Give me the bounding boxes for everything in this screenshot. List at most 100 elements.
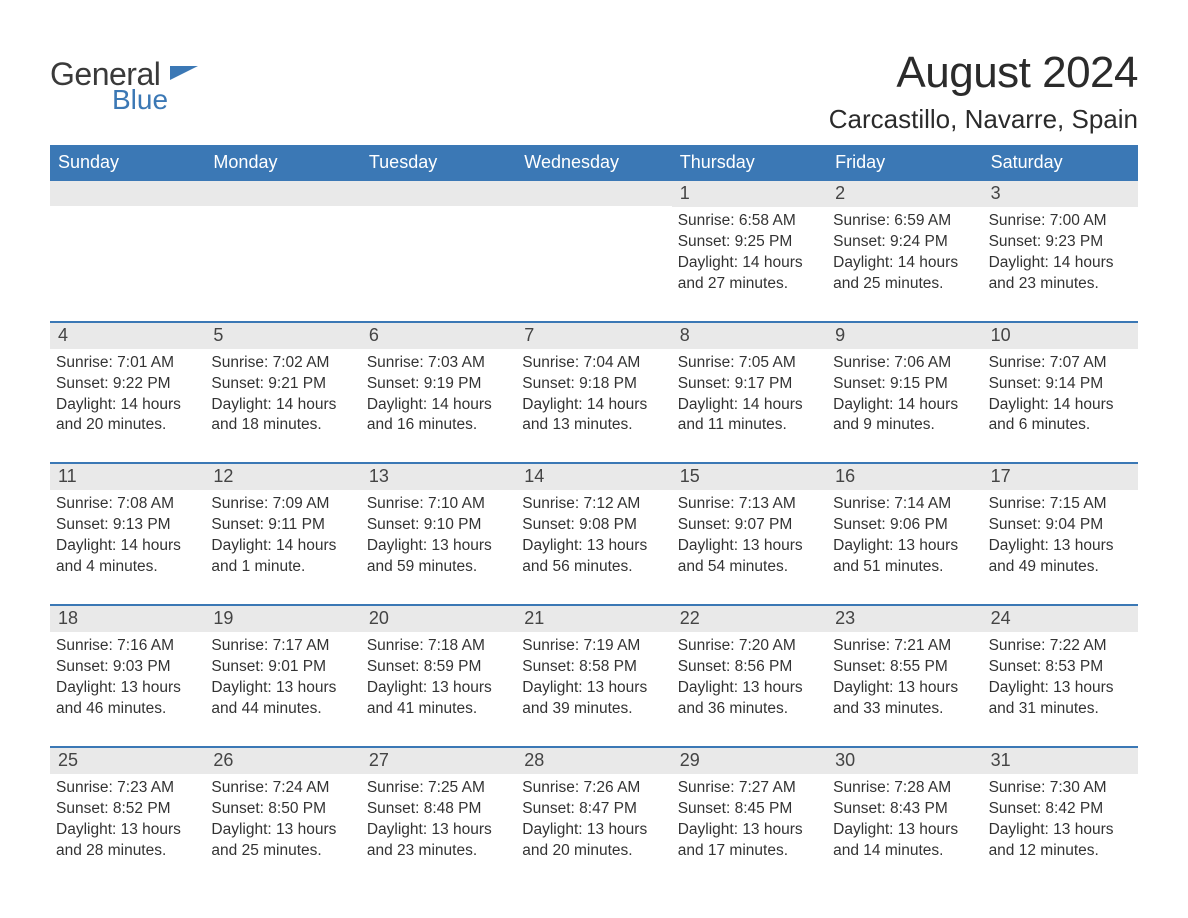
daylight-line: Daylight: 14 hours and 1 minute. [211,536,354,578]
daylight-line: Daylight: 14 hours and 6 minutes. [989,395,1132,437]
calendar-day-cell: 2Sunrise: 6:59 AMSunset: 9:24 PMDaylight… [827,181,982,295]
daylight-line: Daylight: 13 hours and 33 minutes. [833,678,976,720]
day-number: 24 [991,608,1011,628]
day-number: 4 [58,325,68,345]
day-body: Sunrise: 7:10 AMSunset: 9:10 PMDaylight:… [367,490,510,578]
daylight-line: Daylight: 13 hours and 51 minutes. [833,536,976,578]
sunrise-line: Sunrise: 7:01 AM [56,353,199,374]
daylight-line: Daylight: 13 hours and 17 minutes. [678,820,821,862]
day-number-strip: 30 [827,748,982,774]
sunrise-line: Sunrise: 7:06 AM [833,353,976,374]
sunset-line: Sunset: 9:06 PM [833,515,976,536]
sunset-line: Sunset: 8:52 PM [56,799,199,820]
sunrise-line: Sunrise: 7:08 AM [56,494,199,515]
calendar-day-cell: 25Sunrise: 7:23 AMSunset: 8:52 PMDayligh… [50,748,205,862]
logo: General Blue [50,58,198,114]
sunrise-line: Sunrise: 7:21 AM [833,636,976,657]
day-number: 21 [524,608,544,628]
day-number: 14 [524,466,544,486]
calendar-day-cell: 12Sunrise: 7:09 AMSunset: 9:11 PMDayligh… [205,464,360,578]
sunrise-line: Sunrise: 7:24 AM [211,778,354,799]
weekday-header: Sunday [50,145,205,181]
sunset-line: Sunset: 9:13 PM [56,515,199,536]
day-number: 22 [680,608,700,628]
day-number-strip: 21 [516,606,671,632]
daylight-line: Daylight: 13 hours and 23 minutes. [367,820,510,862]
sunset-line: Sunset: 9:14 PM [989,374,1132,395]
calendar-week-row: 25Sunrise: 7:23 AMSunset: 8:52 PMDayligh… [50,746,1138,862]
sunset-line: Sunset: 8:42 PM [989,799,1132,820]
calendar-day-cell: 20Sunrise: 7:18 AMSunset: 8:59 PMDayligh… [361,606,516,720]
day-number: 26 [213,750,233,770]
day-number: 18 [58,608,78,628]
sunset-line: Sunset: 9:15 PM [833,374,976,395]
day-body: Sunrise: 7:21 AMSunset: 8:55 PMDaylight:… [833,632,976,720]
location-subtitle: Carcastillo, Navarre, Spain [829,104,1138,135]
day-number: 20 [369,608,389,628]
day-number-strip: 31 [983,748,1138,774]
day-body: Sunrise: 7:26 AMSunset: 8:47 PMDaylight:… [522,774,665,862]
day-number-strip: 4 [50,323,205,349]
calendar-day-cell: 31Sunrise: 7:30 AMSunset: 8:42 PMDayligh… [983,748,1138,862]
sunrise-line: Sunrise: 7:22 AM [989,636,1132,657]
calendar-week-row: 1Sunrise: 6:58 AMSunset: 9:25 PMDaylight… [50,181,1138,295]
day-number: 15 [680,466,700,486]
daylight-line: Daylight: 13 hours and 49 minutes. [989,536,1132,578]
sunset-line: Sunset: 9:01 PM [211,657,354,678]
day-body: Sunrise: 7:15 AMSunset: 9:04 PMDaylight:… [989,490,1132,578]
day-number: 23 [835,608,855,628]
calendar-day-cell: 18 Sunrise: 7:16 AMSunset: 9:03 PMDayligh… [50,606,205,720]
day-body: Sunrise: 7:16 AMSunset: 9:03 PMDaylight:… [56,632,199,720]
sunset-line: Sunset: 9:07 PM [678,515,821,536]
day-number-strip: 25 [50,748,205,774]
calendar-day-cell: 4 Sunrise: 7:01 AMSunset: 9:22 PMDaylight… [50,323,205,437]
sunrise-line: Sunrise: 7:14 AM [833,494,976,515]
sunrise-line: Sunrise: 7:03 AM [367,353,510,374]
sunrise-line: Sunrise: 7:05 AM [678,353,821,374]
day-number-strip: 8 [672,323,827,349]
calendar-day-cell [361,181,516,295]
weekday-header: Wednesday [516,145,671,181]
sunrise-line: Sunrise: 7:02 AM [211,353,354,374]
day-number-strip: 16 [827,464,982,490]
sunset-line: Sunset: 9:08 PM [522,515,665,536]
day-number-strip: 13 [361,464,516,490]
sunset-line: Sunset: 8:47 PM [522,799,665,820]
daylight-line: Daylight: 13 hours and 25 minutes. [211,820,354,862]
calendar-day-cell: 15Sunrise: 7:13 AMSunset: 9:07 PMDayligh… [672,464,827,578]
daylight-line: Daylight: 14 hours and 11 minutes. [678,395,821,437]
daylight-line: Daylight: 13 hours and 14 minutes. [833,820,976,862]
sunset-line: Sunset: 9:23 PM [989,232,1132,253]
day-number: 13 [369,466,389,486]
weekday-header-row: SundayMondayTuesdayWednesdayThursdayFrid… [50,145,1138,181]
calendar-day-cell: 1Sunrise: 6:58 AMSunset: 9:25 PMDaylight… [672,181,827,295]
day-number-strip: 26 [205,748,360,774]
day-number: 10 [991,325,1011,345]
day-body: Sunrise: 6:58 AMSunset: 9:25 PMDaylight:… [678,207,821,295]
daylight-line: Daylight: 13 hours and 31 minutes. [989,678,1132,720]
sunset-line: Sunset: 9:10 PM [367,515,510,536]
calendar-day-cell: 30Sunrise: 7:28 AMSunset: 8:43 PMDayligh… [827,748,982,862]
calendar-week-row: 11Sunrise: 7:08 AMSunset: 9:13 PMDayligh… [50,462,1138,578]
day-number: 8 [680,325,690,345]
calendar-day-cell: 11Sunrise: 7:08 AMSunset: 9:13 PMDayligh… [50,464,205,578]
daylight-line: Daylight: 13 hours and 20 minutes. [522,820,665,862]
daylight-line: Daylight: 14 hours and 13 minutes. [522,395,665,437]
calendar-day-cell: 27Sunrise: 7:25 AMSunset: 8:48 PMDayligh… [361,748,516,862]
day-number-strip: 3 [983,181,1138,207]
day-number-strip: 14 [516,464,671,490]
daylight-line: Daylight: 14 hours and 9 minutes. [833,395,976,437]
day-number: 17 [991,466,1011,486]
day-number-strip: 27 [361,748,516,774]
calendar-day-cell: 26Sunrise: 7:24 AMSunset: 8:50 PMDayligh… [205,748,360,862]
sunrise-line: Sunrise: 6:58 AM [678,211,821,232]
sunset-line: Sunset: 8:58 PM [522,657,665,678]
day-body: Sunrise: 7:01 AMSunset: 9:22 PMDaylight:… [56,349,199,437]
calendar-day-cell: 16 Sunrise: 7:14 AMSunset: 9:06 PMDayligh… [827,464,982,578]
logo-text-blue: Blue [112,86,168,114]
daylight-line: Daylight: 14 hours and 18 minutes. [211,395,354,437]
calendar-week-row: 18 Sunrise: 7:16 AMSunset: 9:03 PMDayligh… [50,604,1138,720]
calendar-day-cell: 17 Sunrise: 7:15 AMSunset: 9:04 PMDayligh… [983,464,1138,578]
weekday-header: Saturday [983,145,1138,181]
day-body: Sunrise: 7:20 AMSunset: 8:56 PMDaylight:… [678,632,821,720]
